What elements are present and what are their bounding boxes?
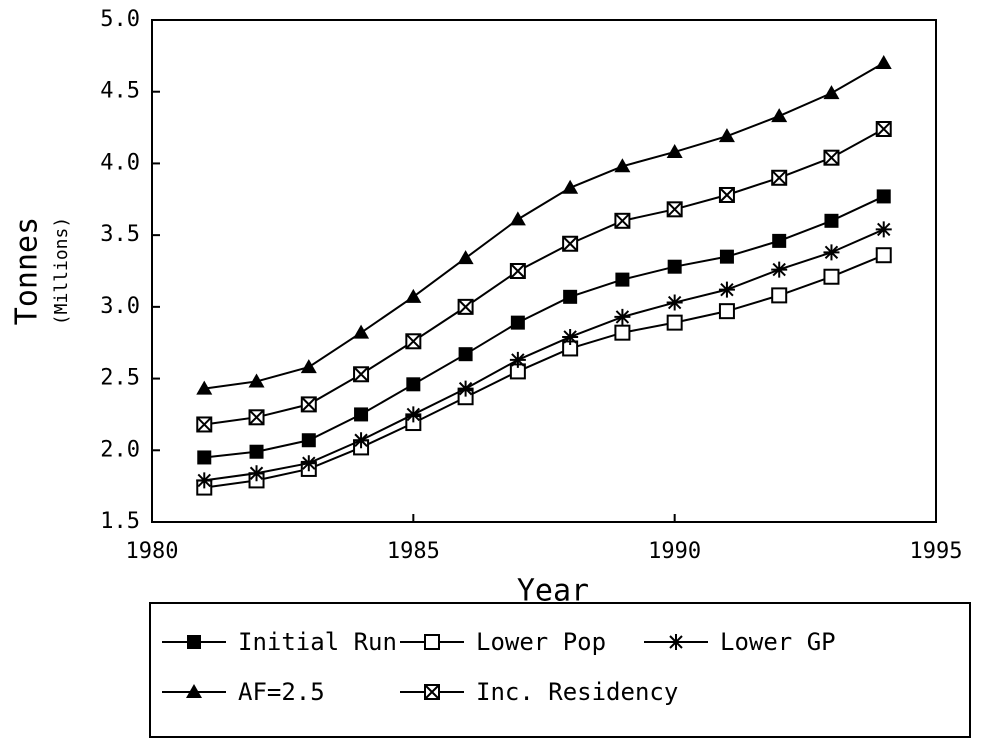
marker [353, 324, 370, 339]
marker [614, 158, 631, 173]
series-line [204, 195, 885, 459]
y-tick-label: 5.0 [100, 7, 140, 32]
plot-frame [151, 19, 937, 523]
legend-label: Initial Run [238, 628, 397, 656]
marker [300, 359, 317, 374]
marker [614, 212, 631, 229]
marker [823, 85, 840, 100]
marker [562, 328, 579, 345]
marker [875, 55, 892, 70]
marker [614, 308, 631, 325]
marker [509, 263, 526, 279]
x-tick-label: 1995 [910, 539, 963, 564]
marker [457, 298, 474, 315]
y-tick-label: 1.5 [100, 509, 140, 534]
marker [718, 128, 735, 143]
marker [248, 465, 265, 482]
series-line [204, 62, 885, 390]
marker [824, 213, 839, 228]
series-line [204, 128, 885, 426]
marker [615, 272, 630, 287]
marker [300, 455, 317, 472]
marker [406, 377, 421, 392]
marker [666, 294, 683, 311]
marker [718, 281, 735, 298]
y-tick-label: 2.0 [100, 437, 140, 462]
marker [562, 179, 579, 194]
marker [405, 288, 422, 303]
legend-marker [424, 684, 440, 700]
marker [405, 333, 422, 350]
marker [875, 221, 892, 238]
marker [666, 314, 683, 331]
marker [823, 149, 840, 166]
marker [457, 380, 474, 397]
x-tick-label: 1980 [126, 539, 179, 564]
legend-marker [424, 634, 440, 650]
marker [876, 189, 891, 204]
y-tick-label: 3.0 [100, 294, 140, 319]
marker [666, 201, 683, 218]
x-tick-label: 1985 [387, 539, 440, 564]
marker [353, 432, 370, 449]
marker [509, 211, 526, 226]
marker [196, 380, 213, 395]
marker [249, 444, 264, 459]
marker [666, 143, 683, 158]
marker [563, 289, 578, 304]
y-tick-label: 4.0 [100, 150, 140, 175]
marker [353, 366, 370, 383]
marker [719, 249, 734, 264]
legend-box [149, 602, 971, 738]
marker [458, 347, 473, 362]
marker [823, 268, 840, 285]
legend-marker [186, 684, 202, 698]
marker [301, 433, 316, 448]
marker [248, 409, 265, 426]
legend-marker [187, 635, 201, 649]
y-tick-label: 2.5 [100, 366, 140, 391]
marker [562, 235, 579, 252]
marker [457, 250, 474, 265]
legend-label: Inc. Residency [476, 678, 678, 706]
marker [875, 121, 892, 138]
y-tick-label: 3.5 [100, 222, 140, 247]
marker [510, 315, 525, 330]
marker [509, 351, 526, 368]
marker [196, 416, 213, 433]
marker [771, 261, 788, 278]
legend-label: Lower Pop [476, 628, 606, 656]
y-axis-sublabel: (Millions) [51, 217, 72, 325]
legend-label: AF=2.5 [238, 678, 325, 706]
marker [718, 303, 735, 320]
legend-label: Lower GP [720, 628, 836, 656]
marker [875, 247, 892, 264]
marker [667, 259, 682, 274]
marker [718, 186, 735, 203]
marker [354, 407, 369, 422]
marker [405, 406, 422, 423]
marker [196, 472, 213, 489]
marker [771, 287, 788, 304]
y-axis-label: Tonnes [10, 217, 45, 325]
marker [300, 396, 317, 413]
marker [772, 233, 787, 248]
marker [614, 324, 631, 341]
marker [823, 244, 840, 261]
marker [197, 450, 212, 465]
marker [771, 108, 788, 123]
marker [248, 373, 265, 388]
legend-marker [668, 634, 684, 650]
series-line [204, 254, 885, 489]
x-tick-label: 1990 [648, 539, 701, 564]
series-line [204, 228, 885, 482]
y-tick-label: 4.5 [100, 79, 140, 104]
marker [771, 169, 788, 186]
